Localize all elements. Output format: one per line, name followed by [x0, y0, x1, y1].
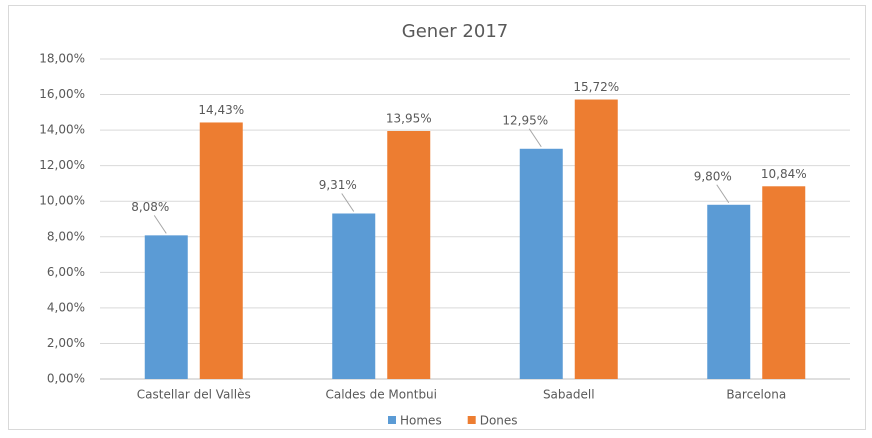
data-label: 12,95% [502, 113, 548, 127]
data-label: 15,72% [573, 80, 619, 94]
y-tick-label: 14,00% [39, 123, 85, 137]
y-tick-label: 18,00% [39, 52, 85, 66]
data-label: 8,08% [131, 200, 169, 214]
chart-title: Gener 2017 [402, 21, 508, 42]
data-label: 9,31% [319, 178, 357, 192]
leader-line [341, 193, 355, 212]
data-label: 10,84% [761, 167, 807, 181]
bar [762, 186, 806, 379]
data-label: 9,80% [694, 169, 732, 183]
bar [574, 99, 618, 380]
bar [707, 204, 751, 379]
legend-label: Homes [400, 414, 442, 428]
leader-line [153, 215, 167, 234]
x-tick-label: Caldes de Montbui [325, 388, 437, 402]
y-tick-label: 8,00% [47, 229, 85, 243]
x-tick-label: Castellar del Vallès [137, 388, 251, 402]
bar [144, 235, 188, 379]
x-tick-label: Sabadell [543, 388, 595, 402]
data-label: 13,95% [386, 112, 432, 126]
y-tick-label: 6,00% [47, 265, 85, 279]
data-label: 14,43% [198, 103, 244, 117]
y-tick-label: 10,00% [39, 194, 85, 208]
legend-swatch [467, 416, 476, 424]
bar [387, 131, 431, 379]
y-tick-label: 2,00% [47, 336, 85, 350]
bar [332, 213, 376, 379]
leader-line [716, 184, 730, 204]
bar [199, 122, 243, 379]
y-tick-label: 0,00% [47, 372, 85, 386]
bar [519, 148, 563, 379]
leader-line [528, 128, 542, 148]
y-tick-label: 16,00% [39, 87, 85, 101]
legend-swatch [388, 416, 396, 424]
x-tick-label: Barcelona [726, 388, 786, 402]
y-tick-label: 12,00% [39, 158, 85, 172]
legend-label: Dones [480, 414, 518, 428]
y-tick-label: 4,00% [47, 300, 85, 314]
